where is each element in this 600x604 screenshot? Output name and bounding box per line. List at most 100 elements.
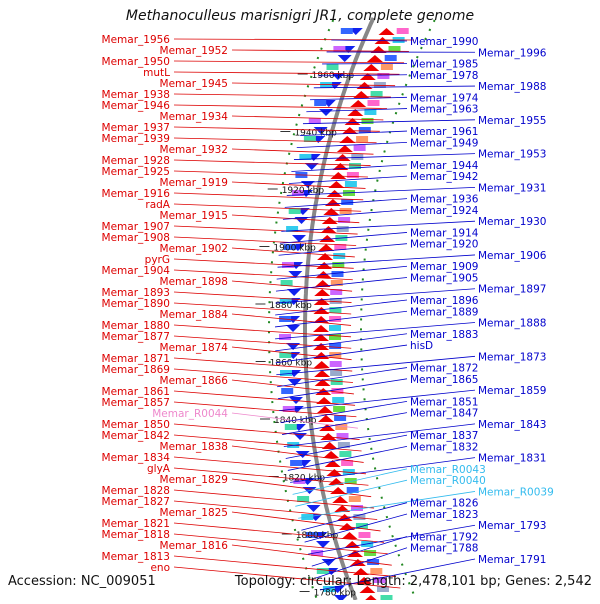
- cog-color-block: [279, 334, 291, 340]
- cog-color-block: [359, 532, 371, 538]
- gene-label-right: Memar_1949: [410, 137, 478, 149]
- kbp-label: 1900 kbp: [273, 244, 316, 254]
- gene-label-right: Memar_R0039: [478, 486, 554, 498]
- forward-gene-arrow: [317, 406, 333, 413]
- cog-color-block: [347, 172, 359, 178]
- gene-label-right: Memar_1953: [478, 149, 546, 161]
- forward-gene-arrow: [337, 145, 353, 152]
- cog-color-block: [345, 181, 357, 187]
- gene-label-right: Memar_1793: [478, 520, 546, 532]
- left-labels: Memar_1956Memar_1952Memar_1950mutLMemar_…: [102, 34, 414, 588]
- gene-label-right: Memar_1944: [410, 160, 479, 172]
- cog-color-block: [397, 28, 409, 34]
- leader-line: [303, 120, 475, 124]
- gene-label-right: Memar_1865: [410, 374, 478, 386]
- cog-color-block: [329, 325, 341, 331]
- forward-gene-arrow: [313, 325, 329, 332]
- gene-label-right: Memar_1920: [410, 239, 478, 251]
- cog-color-block: [333, 406, 345, 412]
- reverse-gene-arrow: [319, 109, 333, 116]
- gene-label-right: Memar_1955: [478, 115, 546, 127]
- gene-label-right: Memar_1931: [478, 182, 546, 194]
- gene-label-right: Memar_R0040: [410, 475, 486, 487]
- gene-label-right: Memar_1988: [478, 81, 546, 93]
- gene-label-right: Memar_1859: [478, 385, 546, 397]
- gene-label-right: Memar_1961: [410, 126, 478, 138]
- forward-gene-arrow: [330, 172, 346, 179]
- cog-color-block: [381, 64, 393, 70]
- cog-color-block: [327, 64, 339, 70]
- forward-gene-arrow: [379, 28, 395, 35]
- gene-label-right: Memar_1897: [478, 284, 546, 296]
- gene-label-right: Memar_1792: [410, 531, 478, 543]
- gene-label-right: Memar_1883: [410, 329, 478, 341]
- gene-label-right: Memar_1896: [410, 295, 479, 307]
- reverse-gene-arrow: [286, 325, 300, 332]
- map-title: Methanoculleus marisnigri JR1, complete …: [0, 8, 600, 24]
- forward-gene-arrow: [323, 208, 339, 215]
- cog-color-block: [281, 388, 293, 394]
- cog-color-block: [364, 550, 376, 556]
- forward-gene-arrow: [344, 541, 360, 548]
- cog-color-block: [339, 451, 351, 457]
- cog-color-block: [280, 370, 292, 376]
- leader-line: [297, 142, 407, 147]
- gene-label-right: Memar_1872: [410, 363, 478, 375]
- gene-label-right: Memar_1851: [410, 396, 478, 408]
- cog-color-block: [341, 199, 353, 205]
- cog-color-block: [362, 118, 374, 124]
- gene-label-right: Memar_1823: [410, 509, 478, 521]
- gene-label-right: hisD: [410, 340, 433, 352]
- gene-label-right: Memar_1788: [410, 543, 478, 555]
- gene-label-right: Memar_1924: [410, 205, 479, 217]
- gene-label-right: Memar_1914: [410, 227, 479, 239]
- gene-label-right: Memar_1889: [410, 306, 478, 318]
- kbp-label: 1860 kbp: [270, 359, 313, 369]
- forward-gene-arrow: [363, 595, 379, 600]
- cog-color-block: [330, 370, 342, 376]
- cog-color-block: [332, 397, 344, 403]
- gene-label-right: Memar_1985: [410, 59, 478, 71]
- leader-line: [314, 86, 475, 88]
- leader-line: [294, 154, 475, 160]
- forward-gene-arrow: [323, 451, 339, 458]
- leader-line: [232, 116, 383, 120]
- cog-color-block: [314, 100, 326, 106]
- leader-line: [174, 259, 354, 268]
- forward-gene-arrow: [326, 469, 342, 476]
- leader-line: [232, 83, 395, 86]
- cog-color-block: [332, 271, 344, 277]
- cog-color-block: [368, 100, 380, 106]
- cog-color-block: [329, 334, 341, 340]
- gene-label-right: Memar_1906: [478, 250, 547, 262]
- reverse-gene-arrow: [307, 505, 321, 512]
- gene-label-right: Memar_1942: [410, 171, 478, 183]
- accession-text: Accession: NC_009051: [8, 574, 156, 589]
- forward-gene-arrow: [350, 100, 366, 107]
- forward-gene-arrow: [314, 289, 330, 296]
- gene-label-right: Memar_1843: [478, 419, 546, 431]
- cog-color-block: [341, 28, 353, 34]
- gene-label-right: Memar_1990: [410, 36, 478, 48]
- cog-color-block: [349, 496, 361, 502]
- cog-color-block: [330, 361, 342, 367]
- forward-gene-arrow: [318, 244, 334, 251]
- gene-label-right: Memar_1832: [410, 441, 478, 453]
- cog-color-block: [337, 226, 349, 232]
- cog-color-block: [381, 595, 393, 600]
- gene-label-right: Memar_1873: [478, 351, 546, 363]
- cog-color-block: [354, 145, 366, 151]
- reverse-gene-arrow: [338, 55, 352, 62]
- gene-label-right: Memar_1936: [410, 194, 479, 206]
- gene-label-right: Memar_1847: [410, 408, 478, 420]
- gene-label-right: Memar_1963: [410, 104, 478, 116]
- genome-summary-text: Topology: circular; Length: 2,478,101 bp…: [235, 574, 592, 589]
- gene-label-right: Memar_1909: [410, 261, 478, 273]
- gene-label-right: Memar_R0043: [410, 464, 486, 476]
- gene-blocks: [279, 28, 409, 600]
- forward-gene-arrow: [325, 199, 341, 206]
- gene-label-right: Memar_1831: [478, 453, 546, 465]
- forward-gene-arrow: [316, 262, 332, 269]
